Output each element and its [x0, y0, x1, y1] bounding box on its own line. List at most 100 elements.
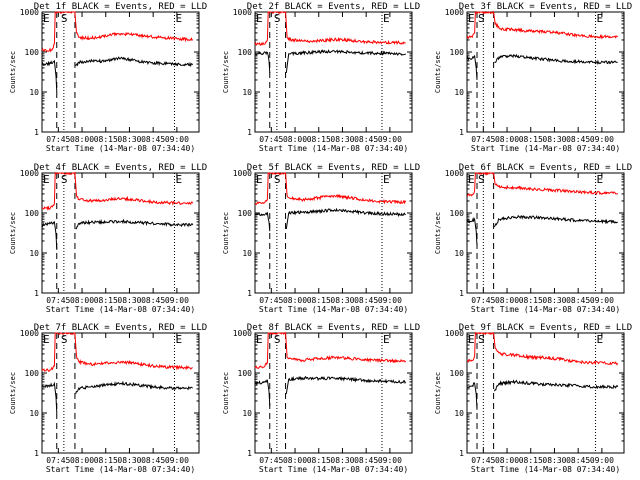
plot-frame — [254, 11, 413, 133]
x-axis-label: Start Time (14-Mar-08 07:34:40) — [46, 144, 195, 153]
x-tick-label: 08:30 — [117, 135, 141, 144]
marker-label: E — [597, 333, 604, 346]
y-tick-label: 1000 — [233, 169, 252, 178]
x-tick-label: 08:45 — [566, 135, 590, 144]
marker-label: E — [43, 12, 50, 25]
x-tick-label: 09:00 — [590, 456, 614, 465]
series-line-lld — [466, 171, 619, 197]
y-tick-label: 10 — [454, 249, 464, 258]
plot-frame — [41, 11, 200, 133]
y-tick-label: 1 — [34, 449, 39, 458]
x-axis-label: Start Time (14-Mar-08 07:34:40) — [259, 144, 408, 153]
series-line-lld — [254, 331, 407, 370]
plot-frame — [41, 332, 200, 454]
marker-label: E — [597, 12, 604, 25]
x-tick-label: 08:15 — [519, 296, 543, 305]
marker-label: E — [43, 333, 50, 346]
marker-label: S — [478, 333, 485, 346]
x-tick-label: 08:30 — [542, 135, 566, 144]
series-line-lld — [41, 332, 193, 372]
y-tick-label: 1 — [34, 128, 39, 137]
chart-title: Det 7f BLACK = Events, RED = LLD — [34, 323, 207, 333]
x-axis-label: Start Time (14-Mar-08 07:34:40) — [259, 465, 408, 474]
y-tick-label: 1000 — [20, 8, 39, 17]
x-axis-label: Start Time (14-Mar-08 07:34:40) — [46, 305, 195, 314]
x-tick-label: 08:45 — [354, 135, 378, 144]
x-tick-label: 08:30 — [330, 135, 354, 144]
marker-label: E — [256, 12, 263, 25]
x-axis-label: Start Time (14-Mar-08 07:34:40) — [471, 465, 620, 474]
x-tick-label: 09:00 — [165, 135, 189, 144]
x-tick-label: 08:45 — [566, 296, 590, 305]
chart-title: Det 6f BLACK = Events, RED = LLD — [459, 163, 632, 173]
y-tick-label: 1 — [459, 289, 464, 298]
x-tick-label: 08:30 — [117, 456, 141, 465]
series-line-lld — [254, 172, 407, 206]
marker-label: E — [383, 173, 390, 186]
chart-panel: Det 5f BLACK = Events, RED = LLD 1 10 100 10… — [222, 163, 420, 314]
x-tick-label: 08:30 — [330, 296, 354, 305]
y-tick-label: 1000 — [445, 169, 464, 178]
marker-label: E — [256, 173, 263, 186]
chart-title: Det 2f BLACK = Events, RED = LLD — [247, 2, 420, 12]
y-tick-label: 100 — [25, 209, 40, 218]
x-tick-label: 08:15 — [519, 135, 543, 144]
x-tick-label: 08:30 — [542, 456, 566, 465]
x-tick-label: 08:45 — [354, 296, 378, 305]
x-tick-label: 07:45 — [259, 456, 283, 465]
x-tick-label: 08:15 — [307, 296, 331, 305]
plot-frame — [466, 332, 625, 454]
series-line-events — [254, 49, 406, 73]
x-tick-label: 08:15 — [307, 456, 331, 465]
y-tick-label: 10 — [242, 409, 252, 418]
y-tick-label: 1 — [247, 449, 252, 458]
y-tick-label: 10 — [29, 409, 39, 418]
x-tick-label: 08:15 — [94, 296, 118, 305]
chart-panel: Det 8f BLACK = Events, RED = LLD 1 10 100 10… — [222, 323, 420, 474]
chart-panel: Det 4f BLACK = Events, RED = LLD 1 10 100 10… — [9, 163, 207, 314]
y-axis-label: Counts/sec — [9, 51, 17, 93]
plot-frame — [254, 172, 413, 294]
y-tick-label: 10 — [242, 88, 252, 97]
y-tick-label: 100 — [25, 48, 40, 57]
marker-label: E — [176, 173, 183, 186]
x-tick-label: 08:30 — [117, 296, 141, 305]
y-axis-label: Counts/sec — [434, 51, 442, 93]
x-tick-label: 08:00 — [70, 135, 94, 144]
series-line-events — [41, 56, 194, 93]
x-tick-label: 08:00 — [283, 135, 307, 144]
x-axis-label: Start Time (14-Mar-08 07:34:40) — [471, 305, 620, 314]
series-line-lld — [467, 331, 619, 366]
x-tick-label: 09:00 — [590, 135, 614, 144]
y-tick-label: 10 — [242, 249, 252, 258]
y-axis-label: Counts/sec — [222, 51, 230, 93]
x-tick-label: 09:00 — [378, 135, 402, 144]
y-tick-label: 100 — [238, 369, 253, 378]
marker-label: E — [176, 12, 183, 25]
y-tick-label: 1000 — [445, 329, 464, 338]
series-line-events — [466, 214, 619, 247]
x-tick-label: 08:00 — [70, 456, 94, 465]
marker-label: E — [468, 12, 475, 25]
x-tick-label: 08:15 — [94, 135, 118, 144]
series-line-lld — [41, 11, 194, 53]
chart-panel: Det 3f BLACK = Events, RED = LLD 1 10 100 10… — [434, 2, 632, 153]
y-tick-label: 1 — [34, 289, 39, 298]
chart-title: Det 3f BLACK = Events, RED = LLD — [459, 2, 632, 12]
plot-frame — [466, 172, 625, 294]
y-axis-label: Counts/sec — [434, 212, 442, 254]
y-tick-label: 100 — [238, 48, 253, 57]
y-tick-label: 1000 — [233, 8, 252, 17]
x-tick-label: 07:45 — [46, 296, 70, 305]
marker-label: E — [597, 173, 604, 186]
series-line-events — [41, 380, 193, 414]
plot-frame — [41, 172, 200, 294]
chart-title: Det 8f BLACK = Events, RED = LLD — [247, 323, 420, 333]
y-tick-label: 100 — [450, 369, 465, 378]
chart-title: Det 9f BLACK = Events, RED = LLD — [459, 323, 632, 333]
y-tick-label: 10 — [29, 88, 39, 97]
marker-label: E — [256, 333, 263, 346]
series-line-events — [254, 207, 406, 232]
x-tick-label: 07:45 — [471, 135, 495, 144]
